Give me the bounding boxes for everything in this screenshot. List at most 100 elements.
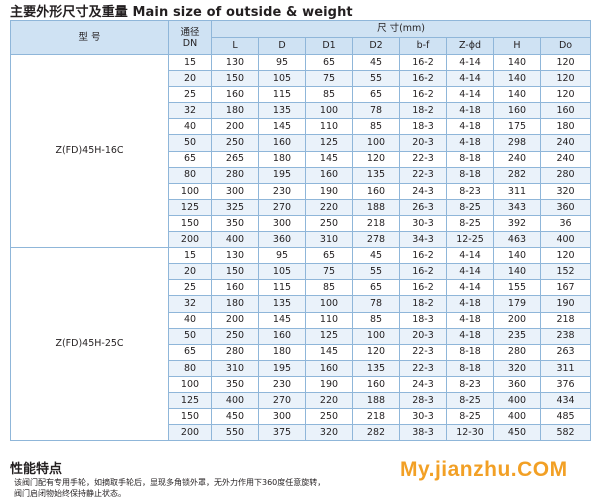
value-cell: 250 [211, 327, 259, 345]
value-cell: 152 [539, 263, 592, 281]
value-cell: 105 [258, 263, 306, 281]
value-cell: 310 [305, 231, 353, 249]
table-header: 型 号 通径 DN 尺 寸(mm) L D D1 D2 b-f Z-ϕd H Do [10, 20, 592, 55]
value-cell: 120 [539, 70, 592, 88]
value-cell: 125 [305, 327, 353, 345]
value-cell: 145 [305, 343, 353, 361]
value-cell: 4-14 [446, 53, 494, 72]
value-cell: 45 [352, 53, 400, 72]
value-cell: 434 [539, 391, 592, 410]
value-cell: 28-3 [399, 391, 447, 410]
features-heading: 性能特点 [10, 462, 63, 477]
table-row: 32 180 135 100 78 18-2 4-18 160 160 [11, 102, 592, 120]
value-cell: 140 [493, 263, 541, 281]
value-cell: 360 [539, 198, 592, 216]
value-cell: 4-14 [446, 247, 494, 265]
value-cell: 218 [539, 311, 592, 329]
dn-cell: 80 [168, 166, 212, 184]
value-cell: 190 [305, 375, 353, 393]
column-header: Z-ϕd [446, 37, 494, 55]
value-cell: 95 [258, 247, 306, 265]
value-cell: 140 [493, 70, 541, 88]
value-cell: 75 [305, 70, 353, 88]
value-cell: 145 [258, 311, 306, 329]
dn-cell: 20 [168, 263, 212, 281]
value-cell: 16-2 [399, 86, 447, 104]
value-cell: 311 [539, 359, 592, 377]
value-cell: 280 [211, 343, 259, 361]
value-cell: 190 [305, 182, 353, 200]
value-cell: 375 [258, 424, 306, 442]
value-cell: 55 [352, 263, 400, 281]
dn-cell: 200 [168, 424, 212, 442]
value-cell: 238 [539, 327, 592, 345]
value-cell: 311 [493, 182, 541, 200]
value-cell: 30-3 [399, 214, 447, 233]
column-header: D2 [352, 37, 400, 55]
value-cell: 12-30 [446, 424, 494, 442]
dn-cell: 150 [168, 408, 212, 426]
value-cell: 8-18 [446, 166, 494, 184]
dn-header: 通径 DN [168, 20, 212, 55]
dn-cell: 50 [168, 134, 212, 152]
value-cell: 280 [539, 166, 592, 184]
value-cell: 4-18 [446, 295, 494, 313]
value-cell: 125 [305, 134, 353, 152]
value-cell: 18-3 [399, 118, 447, 136]
value-cell: 360 [493, 375, 541, 393]
column-header: H [493, 37, 541, 55]
value-cell: 45 [352, 247, 400, 265]
table-row: 200 550 375 320 282 38-3 12-30 450 582 [11, 424, 592, 442]
table-row: 20 150 105 75 55 16-2 4-14 140 120 [11, 70, 592, 88]
model-cell: Z(FD)45H-16C [10, 53, 169, 249]
value-cell: 450 [493, 424, 541, 442]
value-cell: 85 [305, 86, 353, 104]
features-text-line2: 阀门启闭物始终保持静止状态。 [14, 489, 126, 498]
value-cell: 240 [539, 150, 592, 168]
value-cell: 8-18 [446, 150, 494, 168]
value-cell: 167 [539, 279, 592, 297]
dn-cell: 25 [168, 279, 212, 297]
value-cell: 320 [539, 182, 592, 200]
value-cell: 8-23 [446, 375, 494, 393]
value-cell: 16-2 [399, 263, 447, 281]
dn-cell: 125 [168, 391, 212, 410]
value-cell: 282 [493, 166, 541, 184]
value-cell: 265 [211, 150, 259, 168]
value-cell: 320 [493, 359, 541, 377]
value-cell: 392 [493, 214, 541, 233]
table-row: 50 250 160 125 100 20-3 4-18 235 238 [11, 327, 592, 345]
table-row: 32 180 135 100 78 18-2 4-18 179 190 [11, 295, 592, 313]
column-header: Do [539, 37, 592, 55]
value-cell: 110 [305, 118, 353, 136]
dn-cell: 15 [168, 53, 212, 72]
value-cell: 4-14 [446, 279, 494, 297]
value-cell: 105 [258, 70, 306, 88]
value-cell: 145 [305, 150, 353, 168]
value-cell: 180 [211, 102, 259, 120]
value-cell: 160 [305, 166, 353, 184]
value-cell: 18-2 [399, 102, 447, 120]
value-cell: 270 [258, 198, 306, 216]
value-cell: 120 [539, 53, 592, 72]
value-cell: 400 [493, 408, 541, 426]
value-cell: 8-25 [446, 198, 494, 216]
value-cell: 16-2 [399, 70, 447, 88]
value-cell: 16-2 [399, 247, 447, 265]
value-cell: 8-25 [446, 214, 494, 233]
dn-cell: 32 [168, 102, 212, 120]
value-cell: 180 [258, 150, 306, 168]
value-cell: 230 [258, 375, 306, 393]
value-cell: 85 [305, 279, 353, 297]
features-text: 该阀门配有专用手轮，如摘取手轮后，显现多角锁外罩，无外力作用下360度任意旋转，… [14, 477, 594, 499]
value-cell: 65 [352, 279, 400, 297]
value-cell: 85 [352, 118, 400, 136]
value-cell: 34-3 [399, 231, 447, 249]
dn-cell: 100 [168, 182, 212, 200]
value-cell: 400 [493, 391, 541, 410]
value-cell: 85 [352, 311, 400, 329]
column-header: L [211, 37, 259, 55]
value-cell: 200 [493, 311, 541, 329]
value-cell: 350 [211, 214, 259, 233]
value-cell: 30-3 [399, 408, 447, 426]
